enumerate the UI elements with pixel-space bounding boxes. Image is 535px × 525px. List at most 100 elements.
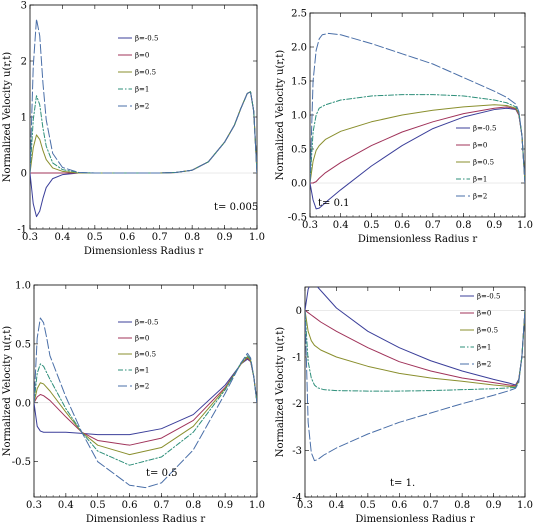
- x-axis-label: Dimensionless Radius r: [84, 246, 203, 257]
- x-tick-label: 0.5: [87, 232, 103, 243]
- y-tick-label: 1.5: [291, 77, 307, 88]
- legend-label: β=2: [473, 193, 487, 201]
- x-tick-label: 1.0: [517, 220, 533, 231]
- plot-frame: [304, 286, 526, 498]
- y-tick-label: -4: [292, 493, 302, 504]
- legend-label: β=0.5: [477, 327, 498, 335]
- x-tick-label: 1.0: [249, 500, 265, 511]
- x-tick-label: 0.8: [185, 500, 201, 511]
- y-tick-label: 0.0: [15, 398, 31, 409]
- legend-label: β=0: [477, 310, 491, 318]
- y-tick-label: -1: [17, 225, 27, 236]
- legend-label: β=1: [477, 344, 491, 352]
- x-tick-label: 0.4: [333, 220, 349, 231]
- x-tick-label: 0.3: [297, 500, 313, 511]
- x-tick-label: 0.9: [486, 500, 502, 511]
- x-tick-label: 0.9: [486, 220, 502, 231]
- legend-label: β=0: [135, 335, 149, 343]
- series-line-beta-3: [305, 309, 525, 392]
- series-line-beta-2: [305, 309, 525, 388]
- chart-panel-t-1: 0.3 0.4 0.5 0.6 0.7 0.8 0.9 1.0 -4 -3 -2 -1 0 Dimensi…: [275, 286, 533, 525]
- series-line-beta-4: [30, 18, 257, 174]
- y-tick-label: -1: [292, 353, 302, 364]
- series-group: [34, 317, 257, 489]
- legend-label: β=0: [135, 52, 149, 60]
- x-tick-label: 0.9: [217, 500, 233, 511]
- series-line-beta-1: [34, 357, 257, 446]
- y-tick-label: 1.0: [15, 281, 31, 292]
- x-tick-label: 0.3: [26, 500, 42, 511]
- x-tick-label: 1.0: [517, 500, 533, 511]
- chart-panel-t-01: 0.3 0.4 0.5 0.6 0.7 0.8 0.9 1.0 -0.5 0.0 0.5 1.0 1.5…: [275, 9, 533, 246]
- x-tick-label: 0.9: [217, 232, 233, 243]
- x-axis-label: Dimensionless Radius r: [355, 514, 474, 525]
- y-tick-label: 0.5: [291, 145, 307, 156]
- y-tick-label: -0.5: [288, 213, 307, 224]
- y-tick-label: 2.0: [291, 43, 307, 54]
- legend-label: β=1: [473, 176, 487, 184]
- x-tick-label: 0.6: [391, 500, 407, 511]
- time-annotation: t= 1.: [390, 478, 415, 489]
- series-line-beta-4: [310, 32, 525, 184]
- time-annotation: t= 0.005: [214, 202, 258, 213]
- y-axis-label: Normalized Velocity u(r,t): [275, 327, 286, 457]
- time-annotation: t= 0.1: [318, 198, 349, 209]
- x-tick-label: 1.0: [249, 232, 265, 243]
- legend-label: β=-0.5: [477, 293, 500, 301]
- x-tick-label: 0.6: [394, 220, 410, 231]
- x-tick-label: 0.5: [90, 500, 106, 511]
- y-tick-label: 0.5: [15, 339, 31, 350]
- legend-label: β=0.5: [473, 159, 494, 167]
- series-line-beta-2: [310, 104, 525, 184]
- x-tick-label: 0.6: [122, 500, 138, 511]
- legend-label: β=2: [135, 383, 149, 391]
- y-tick-label: 2: [21, 57, 27, 68]
- series-line-beta-4: [34, 317, 257, 489]
- x-tick-label: 0.5: [363, 220, 379, 231]
- x-tick-label: 0.7: [425, 220, 441, 231]
- series-line-beta-4: [305, 309, 525, 462]
- x-tick-label: 0.7: [153, 500, 169, 511]
- series-group: [305, 287, 525, 462]
- chart-panel-t-0005: 0.3 0.4 0.5 0.6 0.7 0.8 0.9 1.0 -1 0 1 2 3 Dimensionl…: [2, 1, 265, 258]
- chart-panel-t-05: 0.3 0.4 0.5 0.6 0.7 0.8 0.9 1.0 -0.5 0.0 0.5 1.0 Dim…: [2, 281, 265, 525]
- y-tick-label: 0: [21, 169, 27, 180]
- x-tick-label: 0.3: [302, 220, 318, 231]
- y-tick-label: -0.5: [12, 457, 31, 468]
- series-line-beta-1: [310, 106, 525, 184]
- x-tick-label: 0.3: [22, 232, 38, 243]
- x-tick-label: 0.4: [54, 232, 70, 243]
- plot-frame: [33, 284, 258, 498]
- legend-label: β=-0.5: [473, 125, 496, 133]
- x-tick-label: 0.4: [328, 500, 344, 511]
- y-tick-label: 2.5: [291, 9, 307, 20]
- series-line-beta-3: [30, 91, 257, 174]
- x-tick-label: 0.7: [152, 232, 168, 243]
- x-tick-label: 0.8: [454, 500, 470, 511]
- x-tick-label: 0.4: [58, 500, 74, 511]
- legend-label: β=2: [477, 361, 491, 369]
- y-tick-label: 0.0: [291, 179, 307, 190]
- x-tick-label: 0.8: [456, 220, 472, 231]
- legend-label: β=-0.5: [135, 35, 158, 43]
- legend-label: β=2: [135, 103, 149, 111]
- legend-label: β=0.5: [135, 351, 156, 359]
- y-tick-label: 1.0: [291, 111, 307, 122]
- series-line-beta-3: [310, 94, 525, 184]
- y-tick-label: -2: [292, 399, 302, 410]
- series-line-beta-1: [305, 309, 525, 387]
- x-axis-label: Dimensionless Radius r: [86, 514, 205, 525]
- series-line-beta-0: [34, 358, 257, 436]
- legend-label: β=1: [135, 367, 149, 375]
- x-tick-label: 0.6: [119, 232, 135, 243]
- series-line-beta-2: [34, 356, 257, 456]
- y-tick-label: 0: [296, 306, 302, 317]
- y-tick-label: 1: [21, 113, 27, 124]
- x-tick-label: 0.8: [184, 232, 200, 243]
- y-axis-label: Normalized Velocity u(r,t): [2, 52, 13, 182]
- time-annotation: t= 0.5: [146, 468, 177, 479]
- y-axis-label: Normalized Velocity u(r,t): [275, 50, 286, 180]
- y-tick-label: -3: [292, 446, 302, 457]
- series-group: [30, 18, 257, 218]
